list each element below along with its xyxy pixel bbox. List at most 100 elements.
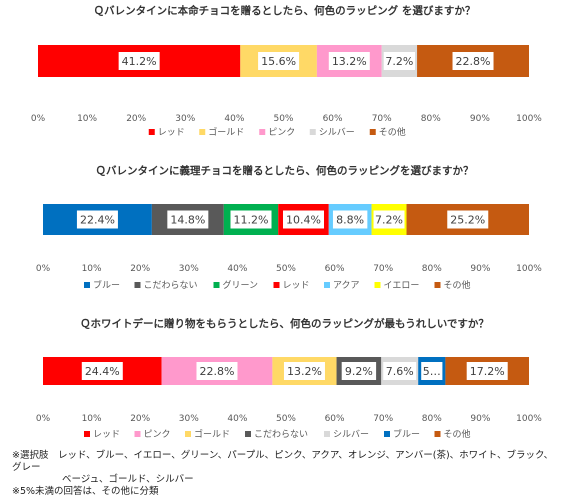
data-label: 22.8% [456, 55, 491, 68]
data-label: 8.8% [336, 214, 364, 227]
legend-label: ブルー [93, 279, 120, 291]
legend-label: ピンク [144, 429, 171, 440]
data-label-box [447, 210, 489, 229]
legend-swatch [384, 431, 390, 437]
x-tick-label: 70% [373, 414, 393, 424]
data-label-box [230, 210, 272, 229]
data-label: 7.2% [385, 55, 413, 68]
legend-swatch [84, 282, 90, 288]
legend-swatch [369, 129, 376, 135]
x-tick-label: 10% [77, 114, 97, 124]
x-tick-label: 60% [323, 114, 343, 124]
data-label-box [421, 362, 443, 380]
data-label: 25.2% [450, 214, 485, 227]
x-tick-label: 10% [82, 414, 102, 424]
data-label-box [383, 52, 416, 70]
legend-swatch [213, 282, 220, 288]
x-tick-label: 50% [276, 264, 296, 274]
chart-1: Ｑバレンタインに本命チョコを贈るとしたら、何色のラッピング を選びますか？ 41.… [31, 4, 542, 138]
legend-label: レッド [158, 128, 185, 138]
legend-label: ゴールド [194, 428, 230, 440]
x-tick-label: 80% [421, 114, 441, 124]
data-label: 11.2% [234, 214, 269, 227]
chart-2: Ｑバレンタインに義理チョコを贈るとしたら、何色のラッピングを選びますか？ 22.4… [36, 164, 542, 291]
x-tick-label: 30% [179, 414, 199, 424]
legend-label: その他 [444, 279, 471, 291]
x-tick-label: 100% [516, 414, 542, 424]
x-tick-label: 80% [422, 264, 442, 274]
legend-swatch [309, 129, 316, 135]
legend-swatch [148, 129, 155, 135]
chart-3: Ｑホワイトデーに贈り物をもらうとしたら、何色のラッピングが最もうれしいですか？ 2… [36, 317, 542, 440]
chart-title: Ｑバレンタインに義理チョコを贈るとしたら、何色のラッピングを選びますか？ [96, 164, 474, 177]
data-label: 13.2% [332, 55, 367, 68]
legend-label: シルバー [333, 429, 369, 440]
x-tick-label: 0% [31, 114, 46, 124]
legend-label: レッド [93, 430, 120, 440]
x-tick-label: 100% [516, 114, 542, 124]
x-tick-label: 80% [422, 414, 442, 424]
data-label-box [332, 210, 368, 229]
legend-swatch [245, 431, 251, 437]
legend-label: イエロー [384, 281, 420, 291]
data-label-box [328, 52, 370, 70]
data-label: 17.2% [470, 365, 505, 378]
legend-label: こだわらない [254, 429, 308, 440]
data-label-box [452, 52, 494, 70]
footnote-options: ※選択肢 レッド、ブルー、イエロー、グリーン、パープル、ピンク、アクア、オレンジ… [12, 450, 562, 486]
x-tick-label: 20% [126, 114, 146, 124]
x-tick-label: 60% [325, 414, 345, 424]
x-tick-label: 0% [36, 264, 51, 274]
data-label-box [118, 52, 160, 70]
data-label: 41.2% [122, 55, 157, 68]
legend-swatch [324, 282, 330, 288]
legend-swatch [185, 431, 191, 437]
x-tick-label: 100% [516, 264, 542, 274]
x-tick-label: 90% [470, 264, 490, 274]
data-label-box [373, 210, 405, 229]
legend-label: その他 [444, 428, 471, 440]
data-label: 22.4% [80, 214, 115, 227]
legend-label: ピンク [268, 127, 295, 138]
footnote-options-line1: ※選択肢 レッド、ブルー、イエロー、グリーン、パープル、ピンク、アクア、オレンジ… [12, 450, 554, 473]
data-label-box [282, 210, 324, 229]
x-tick-label: 60% [325, 264, 345, 274]
footnotes: ※選択肢 レッド、ブルー、イエロー、グリーン、パープル、ピンク、アクア、オレンジ… [12, 450, 562, 498]
x-tick-label: 40% [227, 414, 247, 424]
legend-swatch [434, 431, 441, 437]
legend-label: グリーン [223, 279, 259, 291]
legend-label: シルバー [319, 127, 355, 138]
legend-label: ブルー [393, 428, 420, 440]
legend-swatch [84, 431, 90, 437]
x-tick-label: 20% [130, 264, 150, 274]
data-label: 10.4% [286, 214, 321, 227]
footnote-options-line2: ベージュ、ゴールド、シルバー [62, 474, 194, 485]
legend-label: アクア [333, 280, 360, 291]
data-label: 24.4% [85, 365, 120, 378]
data-label: 14.8% [170, 214, 205, 227]
legend-label: レッド [283, 281, 310, 291]
data-label-box [383, 362, 417, 380]
legend-label: ゴールド [208, 126, 244, 138]
legend-label: その他 [379, 126, 406, 138]
legend-label: こだわらない [144, 280, 198, 291]
x-tick-label: 70% [373, 264, 393, 274]
data-label-box [81, 362, 123, 380]
data-label: 7.6% [386, 365, 414, 378]
data-label: 22.8% [200, 365, 235, 378]
data-label-box [341, 362, 377, 380]
legend-swatch [134, 431, 141, 437]
x-tick-label: 20% [130, 414, 150, 424]
x-tick-label: 0% [36, 414, 51, 424]
charts-canvas: Ｑバレンタインに本命チョコを贈るとしたら、何色のラッピング を選びますか？ 41.… [31, 4, 542, 440]
legend-swatch [324, 431, 330, 437]
legend-swatch [374, 282, 381, 288]
x-tick-label: 90% [470, 414, 490, 424]
data-label: 9.2% [345, 365, 373, 378]
data-label: 5… [423, 365, 441, 378]
x-tick-label: 50% [273, 114, 293, 124]
data-label: 7.2% [375, 214, 403, 227]
legend-swatch [434, 282, 441, 288]
chart-title: Ｑバレンタインに本命チョコを贈るとしたら、何色のラッピング を選びますか？ [94, 4, 476, 17]
legend-swatch [273, 282, 280, 288]
